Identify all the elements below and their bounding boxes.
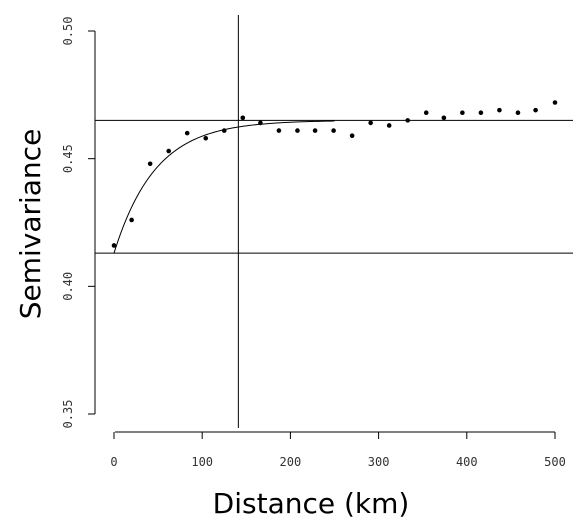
data-point — [441, 115, 447, 121]
model-curve-layer — [113, 120, 335, 254]
model-curve — [113, 120, 335, 254]
data-point — [111, 243, 117, 248]
y-axis-title: Semivariance — [14, 129, 47, 320]
data-point — [295, 128, 300, 133]
x-axis-title: Distance (km) — [213, 487, 410, 520]
y-tick-label: 0.35 — [61, 400, 75, 429]
data-point — [258, 120, 263, 126]
y-tick-label: 0.50 — [61, 17, 75, 46]
y-tick-label: 0.45 — [61, 144, 75, 173]
data-point — [405, 118, 411, 123]
data-point — [276, 128, 282, 133]
data-point — [533, 107, 538, 113]
data-point — [349, 133, 355, 138]
data-point — [331, 128, 336, 133]
data-point — [221, 128, 227, 133]
data-point — [386, 123, 392, 128]
data-point — [147, 161, 153, 167]
data-point — [478, 110, 484, 116]
x-tick-label: 300 — [368, 455, 390, 469]
data-point — [240, 115, 246, 121]
data-point — [423, 110, 429, 116]
data-point — [184, 130, 190, 136]
data-point — [203, 135, 209, 141]
x-tick-label: 100 — [191, 455, 213, 469]
data-point — [552, 100, 558, 105]
x-tick-label: 500 — [544, 455, 566, 469]
x-tick-label: 0 — [110, 455, 117, 469]
data-point — [515, 110, 521, 116]
data-points — [111, 100, 558, 248]
x-tick-label: 200 — [280, 455, 302, 469]
tick-layer: 0.35 0.40 0.45 0.50 0 100 200 300 400 500 — [61, 17, 566, 469]
data-point — [497, 107, 502, 113]
x-tick-label: 400 — [456, 455, 478, 469]
data-point — [166, 148, 171, 154]
data-point — [312, 128, 318, 133]
data-point — [368, 120, 373, 126]
data-point — [129, 217, 134, 223]
axes-layer — [94, 31, 555, 433]
reference-lines — [95, 15, 573, 428]
data-point — [460, 110, 465, 116]
y-tick-label: 0.40 — [61, 272, 75, 301]
